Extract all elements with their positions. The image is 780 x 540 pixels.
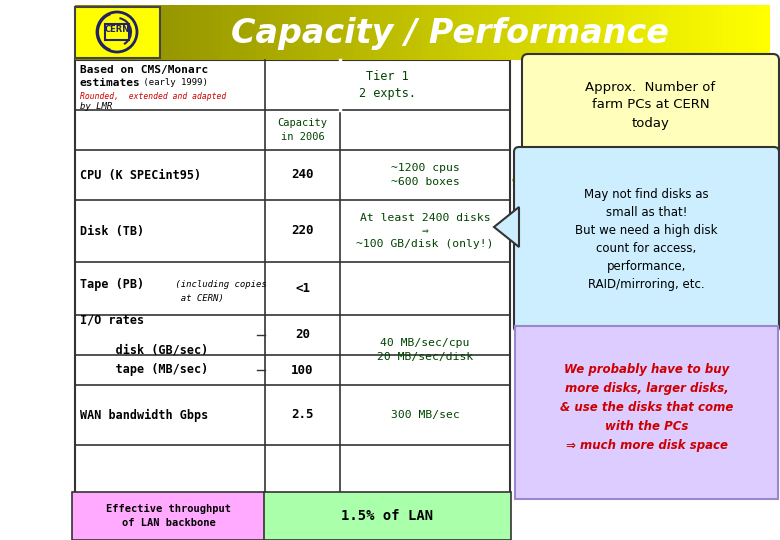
Text: 40 MB/sec/cpu
20 MB/sec/disk: 40 MB/sec/cpu 20 MB/sec/disk: [377, 339, 473, 362]
Text: tape (MB/sec): tape (MB/sec): [80, 363, 208, 376]
Text: at CERN): at CERN): [170, 294, 224, 303]
FancyBboxPatch shape: [75, 7, 160, 58]
FancyBboxPatch shape: [264, 492, 511, 540]
FancyBboxPatch shape: [75, 60, 510, 495]
Text: Capacity / Performance: Capacity / Performance: [231, 17, 669, 50]
Text: Effective throughput
of LAN backbone: Effective throughput of LAN backbone: [107, 504, 232, 528]
FancyBboxPatch shape: [514, 147, 779, 332]
Text: May not find disks as
small as that!
But we need a high disk
count for access,
p: May not find disks as small as that! But…: [576, 188, 718, 291]
Text: I/O rates: I/O rates: [80, 314, 144, 327]
Text: Approx.  Number of
farm PCs at CERN
today: Approx. Number of farm PCs at CERN today: [586, 80, 715, 130]
Text: Tier 1
2 expts.: Tier 1 2 expts.: [359, 70, 416, 100]
Text: estimates: estimates: [80, 78, 140, 88]
Text: Rounded,  extended and adapted: Rounded, extended and adapted: [80, 92, 226, 101]
Text: Disk (TB): Disk (TB): [80, 225, 144, 238]
Text: disk (GB/sec): disk (GB/sec): [80, 343, 208, 356]
Text: We probably have to buy
more disks, larger disks,
& use the disks that come
with: We probably have to buy more disks, larg…: [560, 363, 733, 452]
Text: 20: 20: [295, 328, 310, 341]
Text: At least 2400 disks
⇒
~100 GB/disk (only!): At least 2400 disks ⇒ ~100 GB/disk (only…: [356, 213, 494, 249]
Text: 300 MB/sec: 300 MB/sec: [391, 410, 459, 420]
Text: (including copies: (including copies: [170, 280, 267, 289]
Text: ~1200 cpus
~600 boxes: ~1200 cpus ~600 boxes: [391, 164, 459, 187]
FancyBboxPatch shape: [522, 54, 779, 156]
Text: 100: 100: [291, 363, 314, 376]
Text: CPU (K SPECint95): CPU (K SPECint95): [80, 168, 201, 181]
Text: 220: 220: [291, 225, 314, 238]
Text: 2.5: 2.5: [291, 408, 314, 422]
Text: WAN bandwidth Gbps: WAN bandwidth Gbps: [80, 408, 208, 422]
Text: (early 1999): (early 1999): [138, 78, 208, 87]
FancyBboxPatch shape: [72, 492, 266, 540]
Text: Tape (PB): Tape (PB): [80, 278, 144, 291]
Text: Capacity
in 2006: Capacity in 2006: [278, 118, 328, 141]
Polygon shape: [494, 207, 519, 247]
FancyBboxPatch shape: [515, 326, 778, 499]
Text: 240: 240: [291, 168, 314, 181]
Text: by LMR: by LMR: [80, 102, 112, 111]
Text: Based on CMS/Monarc: Based on CMS/Monarc: [80, 65, 208, 75]
Text: <1: <1: [295, 282, 310, 295]
Text: 1.5% of LAN: 1.5% of LAN: [342, 509, 434, 523]
Text: CERN: CERN: [105, 25, 129, 35]
